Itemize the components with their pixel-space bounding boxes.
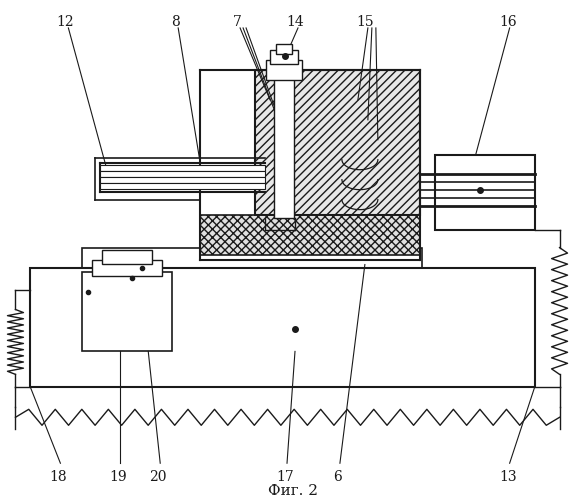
Text: 13: 13 [499,470,516,484]
Text: Фиг. 2: Фиг. 2 [268,484,318,498]
Bar [100,182,265,188]
Text: 6: 6 [333,470,342,484]
Bar [200,214,420,254]
Text: 12: 12 [57,15,74,29]
Bar [100,164,265,170]
Bar [103,250,152,264]
Bar [435,154,534,230]
Bar [270,50,298,64]
Text: 7: 7 [233,15,241,29]
Text: 8: 8 [171,15,179,29]
Text: 19: 19 [110,470,127,484]
Bar [100,176,265,182]
Bar [100,170,265,176]
Bar [276,44,292,54]
Bar [83,272,172,351]
Text: 17: 17 [276,470,294,484]
Bar [30,268,534,388]
Text: 15: 15 [356,15,374,29]
Text: 18: 18 [50,470,67,484]
Text: 20: 20 [149,470,167,484]
Bar [274,78,294,218]
Bar [255,70,420,214]
Text: 14: 14 [286,15,304,29]
Text: 16: 16 [499,15,516,29]
Bar [93,260,162,276]
Bar [83,248,422,268]
Bar [266,60,302,80]
